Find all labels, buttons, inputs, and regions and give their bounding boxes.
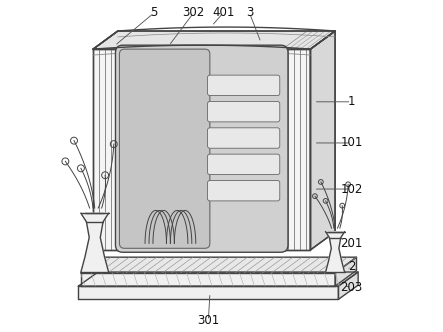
Text: 203: 203: [340, 281, 363, 294]
Polygon shape: [93, 49, 311, 250]
Polygon shape: [78, 272, 358, 286]
Text: 401: 401: [212, 6, 234, 19]
Text: 2: 2: [348, 260, 355, 273]
FancyBboxPatch shape: [116, 45, 288, 252]
Polygon shape: [338, 272, 358, 299]
FancyBboxPatch shape: [207, 75, 280, 96]
FancyBboxPatch shape: [207, 128, 280, 148]
Text: 5: 5: [150, 6, 158, 19]
FancyBboxPatch shape: [120, 49, 210, 248]
Text: 302: 302: [183, 6, 205, 19]
Text: 101: 101: [340, 136, 363, 149]
Polygon shape: [335, 257, 357, 286]
FancyBboxPatch shape: [207, 181, 280, 201]
Polygon shape: [81, 257, 357, 273]
Polygon shape: [326, 232, 345, 272]
Text: 102: 102: [340, 183, 363, 196]
Polygon shape: [81, 213, 109, 272]
FancyBboxPatch shape: [207, 102, 280, 122]
Polygon shape: [81, 273, 335, 286]
Polygon shape: [93, 31, 335, 49]
Polygon shape: [78, 286, 338, 299]
FancyBboxPatch shape: [207, 154, 280, 175]
Polygon shape: [311, 31, 335, 250]
Text: 3: 3: [246, 6, 253, 19]
Text: 1: 1: [348, 95, 355, 108]
Text: 301: 301: [197, 314, 219, 327]
Text: 201: 201: [340, 237, 363, 250]
